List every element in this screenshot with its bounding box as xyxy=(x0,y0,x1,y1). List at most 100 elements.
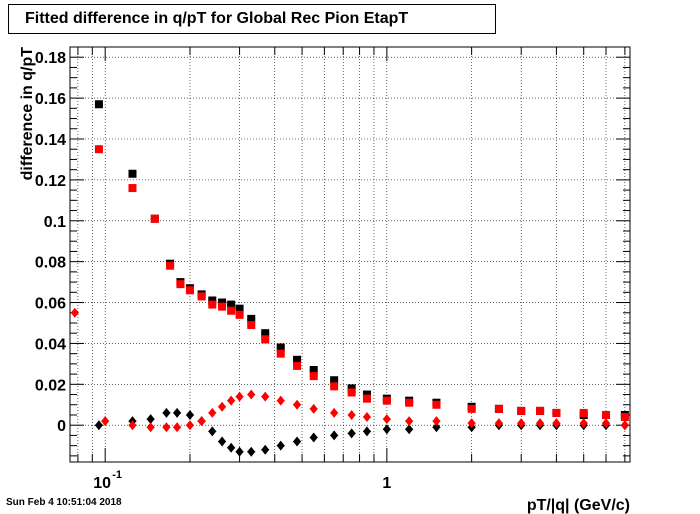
data-point xyxy=(235,310,244,319)
axes: 0 0.02 0.04 0.06 0.08 0.1 0.12 0.14 0.16 0.18 10 -1… xyxy=(35,47,630,492)
data-point xyxy=(261,329,270,338)
data-point xyxy=(362,412,371,423)
data-point xyxy=(432,422,441,433)
y-tick-label: 0.04 xyxy=(35,336,66,353)
y-tick-label: 0.02 xyxy=(35,377,66,394)
data-point xyxy=(218,298,227,307)
data-point xyxy=(467,418,476,429)
grid-lines xyxy=(70,47,630,462)
data-point xyxy=(362,426,371,437)
data-point xyxy=(276,395,285,406)
data-point xyxy=(382,396,391,405)
data-point xyxy=(276,349,285,358)
y-tick-label: 0 xyxy=(57,418,66,435)
y-axis-title: difference in q/pT xyxy=(19,47,36,181)
data-point xyxy=(227,395,236,406)
data-point xyxy=(276,343,285,352)
y-tick-label: 0.08 xyxy=(35,255,66,272)
data-point xyxy=(347,384,356,393)
data-point xyxy=(235,446,244,457)
data-point xyxy=(293,355,302,364)
data-point xyxy=(382,414,391,425)
data-point xyxy=(517,406,526,415)
data-point xyxy=(602,410,611,419)
timestamp: Sun Feb 4 10:51:04 2018 xyxy=(6,497,122,508)
data-point xyxy=(227,300,236,309)
data-point xyxy=(309,366,318,375)
data-point xyxy=(128,420,137,431)
data-point xyxy=(330,382,339,391)
data-point xyxy=(347,409,356,420)
data-point xyxy=(208,300,217,309)
y-tick-label: 0.12 xyxy=(35,173,66,190)
data-point xyxy=(552,408,561,417)
series-0 xyxy=(94,100,629,419)
data-point xyxy=(330,430,339,441)
series-2 xyxy=(94,407,629,457)
x-tick-label: 1 xyxy=(382,475,391,492)
data-point xyxy=(235,304,244,313)
data-point xyxy=(185,420,194,431)
data-point xyxy=(347,428,356,439)
data-point xyxy=(494,404,503,413)
data-point xyxy=(247,321,256,330)
data-point xyxy=(218,436,227,447)
data-point xyxy=(405,416,414,427)
data-point xyxy=(128,184,137,193)
data-point xyxy=(208,296,217,305)
data-point xyxy=(276,440,285,451)
data-point xyxy=(382,424,391,435)
data-point xyxy=(552,418,561,429)
data-point xyxy=(362,390,371,399)
data-point xyxy=(247,389,256,400)
data-point xyxy=(247,446,256,457)
data-point xyxy=(218,401,227,412)
data-point xyxy=(185,409,194,420)
series-3 xyxy=(70,307,629,433)
data-point xyxy=(173,407,182,418)
data-point xyxy=(166,261,175,270)
data-point xyxy=(150,214,159,223)
data-point xyxy=(261,391,270,402)
y-tick-label: 0.14 xyxy=(35,132,66,149)
data-point xyxy=(261,335,270,344)
data-point xyxy=(197,416,206,427)
data-point xyxy=(247,314,256,323)
data-point xyxy=(162,407,171,418)
data-point xyxy=(494,418,503,429)
data-point xyxy=(227,306,236,315)
x-tick-label: 10 xyxy=(93,475,111,492)
data-point xyxy=(70,307,79,318)
data-point xyxy=(536,418,545,429)
data-point xyxy=(94,420,103,431)
data-point xyxy=(197,292,206,301)
data-point xyxy=(405,398,414,407)
data-point xyxy=(405,424,414,435)
data-point xyxy=(227,442,236,453)
data-point xyxy=(208,407,217,418)
data-point xyxy=(347,388,356,397)
data-point xyxy=(173,422,182,433)
data-point xyxy=(218,302,227,311)
data-point xyxy=(261,444,270,455)
data-point xyxy=(432,416,441,427)
data-point xyxy=(235,391,244,402)
y-tick-label: 0.16 xyxy=(35,91,66,108)
data-point xyxy=(309,403,318,414)
y-tick-label: 0.18 xyxy=(35,50,66,67)
data-point xyxy=(146,422,155,433)
chart-title-box: Fitted difference in q/pT for Global Rec… xyxy=(8,4,496,34)
data-point xyxy=(176,280,185,289)
data-point xyxy=(579,418,588,429)
data-point xyxy=(309,372,318,381)
data-point xyxy=(330,407,339,418)
y-tick-label: 0.06 xyxy=(35,296,66,313)
series-1 xyxy=(94,145,629,422)
plot-frame xyxy=(69,46,631,463)
data-point xyxy=(536,406,545,415)
data-point xyxy=(101,416,110,427)
data-point xyxy=(94,145,103,154)
data-point xyxy=(146,414,155,425)
data-point xyxy=(517,418,526,429)
